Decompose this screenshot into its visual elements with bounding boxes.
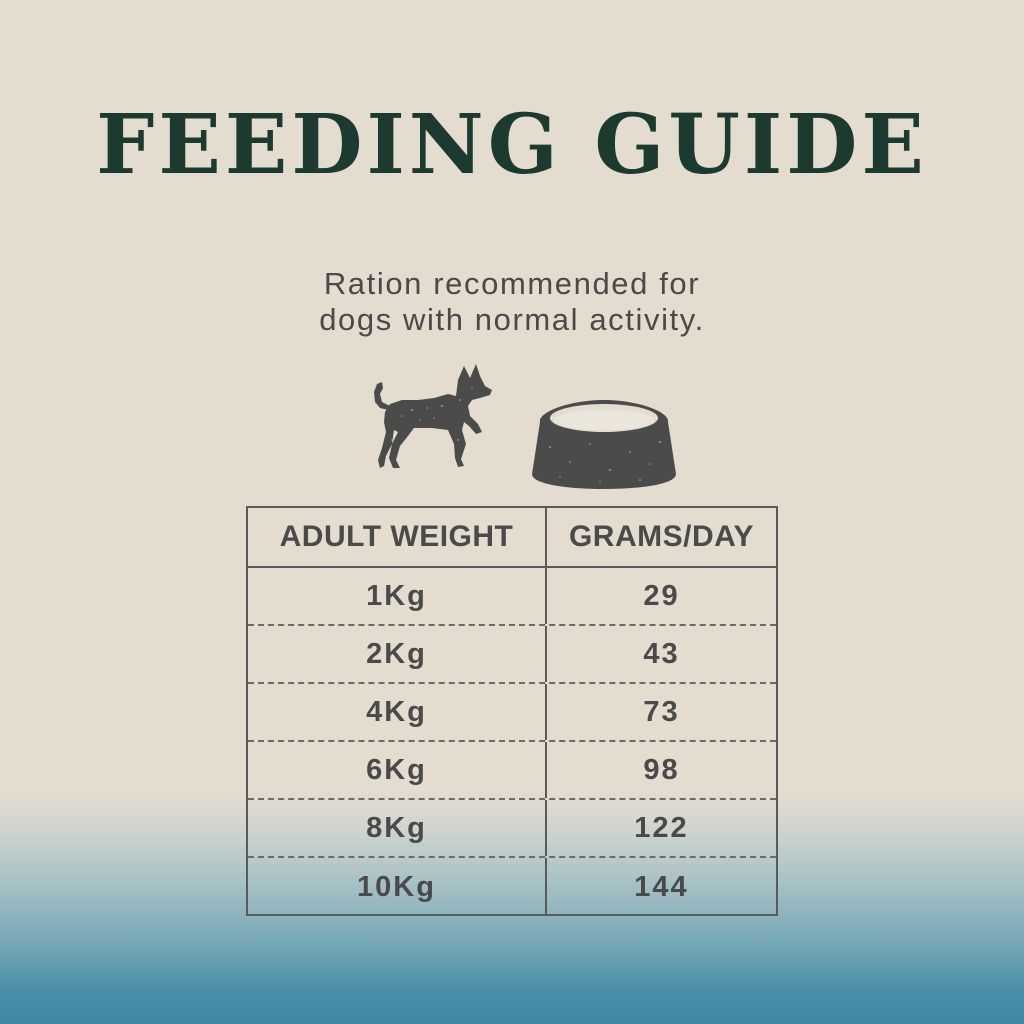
table-row: 4Kg 73 (248, 684, 776, 742)
bowl-icon (532, 400, 676, 489)
header-adult-weight: ADULT WEIGHT (248, 508, 547, 566)
grams-cell: 122 (634, 811, 689, 844)
subtitle-line-1: Ration recommended for (323, 266, 701, 301)
table-row: 10Kg 144 (248, 858, 776, 916)
grams-cell: 144 (634, 870, 689, 903)
page-title: FEEDING GUIDE (96, 97, 928, 193)
table-row: 8Kg 122 (248, 800, 776, 858)
grams-cell: 43 (643, 637, 680, 670)
weight-cell: 1Kg (248, 568, 547, 624)
grams-cell: 73 (643, 695, 680, 728)
weight-cell: 8Kg (248, 800, 547, 856)
header-grams-per-day: GRAMS/DAY (568, 520, 755, 553)
table-row: 2Kg 43 (248, 626, 776, 684)
table-row: 6Kg 98 (248, 742, 776, 800)
weight-cell: 4Kg (248, 684, 547, 740)
table-header-row: ADULT WEIGHT GRAMS/DAY (248, 508, 776, 568)
grams-cell: 29 (643, 579, 680, 612)
table-row: 1Kg 29 (248, 568, 776, 626)
feeding-table: ADULT WEIGHT GRAMS/DAY 1Kg 29 2Kg 43 4Kg… (246, 506, 778, 916)
weight-cell: 10Kg (248, 858, 547, 916)
weight-cell: 6Kg (248, 742, 547, 798)
grams-cell: 98 (643, 753, 680, 786)
dog-icon (374, 364, 492, 468)
weight-cell: 2Kg (248, 626, 547, 682)
subtitle: Ration recommended for dogs with normal … (0, 266, 1024, 338)
subtitle-line-2: dogs with normal activity. (319, 302, 705, 337)
